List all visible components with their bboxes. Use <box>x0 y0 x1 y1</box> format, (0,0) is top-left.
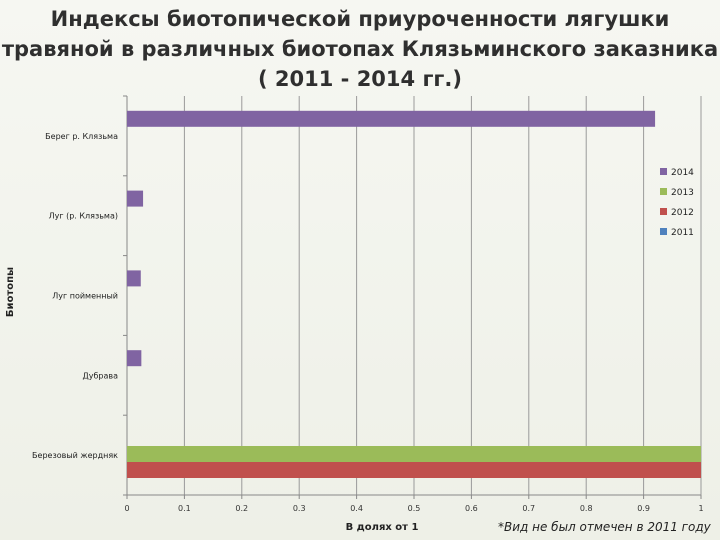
x-tick-label: 0 <box>124 504 129 513</box>
category-label: Дубрава <box>82 371 118 380</box>
bar-2014 <box>127 350 142 367</box>
x-tick-label: 0.7 <box>522 504 535 513</box>
bar-2013 <box>127 446 701 462</box>
x-tick-label: 0.3 <box>293 504 306 513</box>
category-label: Берег р. Клязьма <box>45 132 118 141</box>
bar-2014 <box>127 190 144 207</box>
legend-swatch-2013 <box>660 188 667 195</box>
x-tick-label: 0.9 <box>637 504 650 513</box>
legend-label-2014: 2014 <box>671 168 694 178</box>
category-label: Луг (р. Клязьма) <box>49 212 118 221</box>
category-label: Березовый жердняк <box>32 451 118 460</box>
legend-label-2013: 2013 <box>671 188 694 198</box>
category-label: Луг пойменный <box>52 292 118 301</box>
x-tick-label: 1 <box>698 504 703 513</box>
x-tick-label: 0.4 <box>350 504 363 513</box>
chart-title-line-2: травяной в различных биотопах Клязьминск… <box>1 37 719 61</box>
chart-title: Индексы биотопической приуроченности ляг… <box>0 4 720 94</box>
chart-title-line-3: ( 2011 - 2014 гг.) <box>258 67 462 91</box>
bar-2014 <box>127 110 656 127</box>
x-tick-label: 0.1 <box>178 504 191 513</box>
y-axis-title: Биотопы <box>5 267 16 317</box>
x-axis-title: В долях от 1 <box>346 522 419 533</box>
x-tick-label: 0.8 <box>580 504 593 513</box>
legend-swatch-2011 <box>660 228 667 235</box>
bar-2012 <box>127 462 701 478</box>
footnote: *Вид не был отмечен в 2011 году <box>498 520 711 534</box>
bar-2014 <box>127 270 141 287</box>
chart-title-line-1: Индексы биотопической приуроченности ляг… <box>50 7 670 31</box>
x-tick-label: 0.2 <box>235 504 248 513</box>
x-tick-label: 0.6 <box>465 504 478 513</box>
x-tick-label: 0.5 <box>408 504 421 513</box>
legend-label-2012: 2012 <box>671 208 694 218</box>
legend-swatch-2012 <box>660 208 667 215</box>
legend-swatch-2014 <box>660 168 667 175</box>
legend-label-2011: 2011 <box>671 228 694 238</box>
